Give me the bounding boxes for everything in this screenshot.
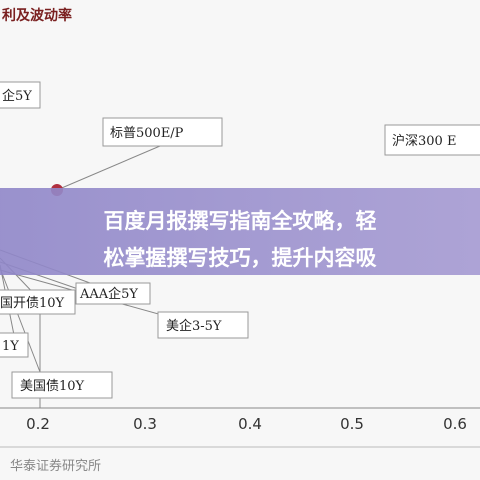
banner [0, 188, 480, 275]
banner-line: 松掌握撰写技巧，提升内容吸 [104, 246, 378, 270]
x-ticks: 0.2 0.3 0.4 0.5 0.6 [26, 415, 467, 433]
annotation-box [75, 282, 151, 305]
x-tick-label: 0.6 [443, 415, 467, 433]
chart-title: 利及波动率 [2, 7, 72, 24]
annotation-boxes: 企5Y 标普500E/P 沪深300 E AAA企5Y 国开债10Y 美企3-5… [0, 81, 480, 399]
source: 华泰证券研究所 [10, 458, 101, 474]
annotation: 企5Y [2, 88, 32, 104]
annotation: 美企3-5Y [166, 318, 222, 334]
x-tick-label: 0.3 [133, 415, 157, 433]
leader-line [56, 145, 161, 191]
annotation-box [102, 117, 223, 147]
annotation-box [384, 124, 480, 156]
annotation-box [0, 332, 29, 358]
banner-line: 百度月报撰写指南全攻略，轻 [104, 209, 377, 233]
annotation: 沪深300 E [392, 133, 456, 149]
x-tick-label: 0.2 [26, 415, 50, 433]
annotation-box [157, 311, 249, 339]
annotation: 国开债10Y [0, 296, 65, 311]
x-tick-label: 0.4 [238, 415, 262, 433]
annotation: 1Y [2, 339, 19, 354]
annotation-box [0, 289, 76, 315]
annotation-box [11, 371, 113, 399]
x-tick-label: 0.5 [340, 415, 364, 433]
annotation-box [0, 81, 41, 109]
annotation: AAA企5Y [79, 286, 138, 302]
annotation: 标普500E/P [110, 126, 184, 141]
annotation: 美国债10Y [20, 379, 85, 394]
